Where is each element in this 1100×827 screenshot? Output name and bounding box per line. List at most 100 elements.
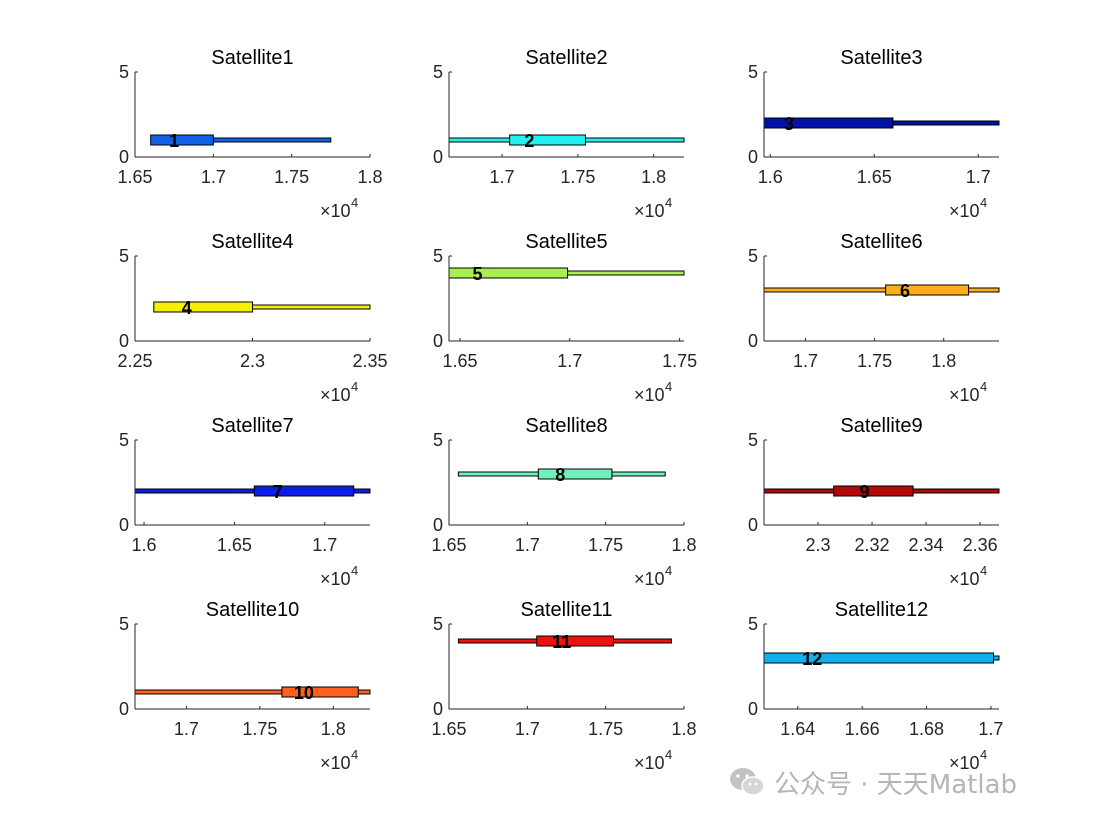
bar-label: 11 xyxy=(552,632,571,652)
y-tick-label: 5 xyxy=(748,62,758,82)
x-exponent-label: ×10 xyxy=(320,569,351,589)
x-tick-label: 1.65 xyxy=(442,351,477,371)
x-tick-label: 2.32 xyxy=(855,535,890,555)
thick-bar xyxy=(448,267,569,279)
thick-bar xyxy=(509,134,586,146)
subplot-title: Satellite9 xyxy=(840,415,922,437)
bar-label: 5 xyxy=(473,264,483,284)
y-tick-label: 0 xyxy=(748,331,758,351)
x-tick-label: 1.68 xyxy=(909,719,944,739)
x-tick-label: 1.75 xyxy=(857,351,892,371)
bar-label: 6 xyxy=(900,281,910,301)
x-tick-label: 1.75 xyxy=(588,719,623,739)
subplot-satellite-6: Satellite6 6 0 5 1.7 1.75 1.8 ×10 4 xyxy=(748,231,1000,405)
subplot-satellite-10: Satellite10 10 0 5 1.7 1.75 1.8 ×10 4 xyxy=(119,599,371,773)
subplot-satellite-12: Satellite12 12 0 5 1.64 1.66 1.68 1.7 ×10 4 xyxy=(748,599,1003,773)
watermark-text: 公众号 · 天天Matlab xyxy=(774,769,1018,800)
subplot-title: Satellite1 xyxy=(211,47,293,69)
subplot-satellite-7: Satellite7 7 0 5 1.6 1.65 1.7 ×10 4 xyxy=(119,415,371,589)
x-exponent-power: 4 xyxy=(665,563,672,578)
thick-bar xyxy=(253,485,355,497)
x-tick-label: 1.6 xyxy=(132,535,157,555)
x-exponent-power: 4 xyxy=(980,563,987,578)
thick-bar xyxy=(763,652,995,664)
y-tick-label: 0 xyxy=(748,515,758,535)
y-tick-label: 0 xyxy=(433,147,443,167)
subplot-satellite-1: Satellite1 1 0 5 1.65 1.7 1.75 1.8 ×10 4 xyxy=(117,47,382,221)
thin-bar xyxy=(212,137,332,143)
y-tick-label: 5 xyxy=(748,430,758,450)
x-tick-label: 1.8 xyxy=(357,167,382,187)
subplot-title: Satellite2 xyxy=(525,47,607,69)
x-exponent-label: ×10 xyxy=(320,753,351,773)
subplot-title: Satellite11 xyxy=(521,599,613,621)
y-tick-label: 5 xyxy=(119,62,129,82)
y-tick-label: 5 xyxy=(433,430,443,450)
y-tick-label: 0 xyxy=(748,699,758,719)
x-exponent-power: 4 xyxy=(351,563,358,578)
x-tick-label: 1.75 xyxy=(274,167,309,187)
thin-bar xyxy=(252,304,371,310)
subplot-title: Satellite7 xyxy=(211,415,293,437)
subplot-satellite-3: Satellite3 3 0 5 1.6 1.65 1.7 ×10 4 xyxy=(748,47,1000,221)
x-tick-label: 1.65 xyxy=(857,167,892,187)
thick-bar xyxy=(537,468,613,480)
x-tick-label: 2.3 xyxy=(806,535,831,555)
bar-label: 7 xyxy=(273,482,283,502)
x-exponent-power: 4 xyxy=(980,195,987,210)
subplot-title: Satellite10 xyxy=(206,599,299,621)
x-tick-label: 1.65 xyxy=(431,719,466,739)
y-tick-label: 5 xyxy=(119,246,129,266)
bar-label: 2 xyxy=(524,131,534,151)
bar-label: 4 xyxy=(182,298,192,318)
subplot-satellite-9: Satellite9 9 0 5 2.3 2.32 2.34 2.36 ×10 4 xyxy=(748,415,1000,589)
x-exponent-label: ×10 xyxy=(949,201,980,221)
y-tick-label: 5 xyxy=(748,246,758,266)
y-tick-label: 0 xyxy=(433,515,443,535)
x-tick-label: 1.8 xyxy=(671,719,696,739)
x-tick-label: 1.8 xyxy=(641,167,666,187)
thick-bar xyxy=(885,284,970,296)
wechat-icon xyxy=(730,768,765,796)
watermark: 公众号 · 天天Matlab xyxy=(728,762,1078,802)
x-tick-label: 1.8 xyxy=(321,719,346,739)
subplot-title: Satellite5 xyxy=(525,231,607,253)
x-tick-label: 1.7 xyxy=(490,167,515,187)
y-tick-label: 0 xyxy=(119,147,129,167)
x-exponent-power: 4 xyxy=(665,747,672,762)
x-exponent-power: 4 xyxy=(351,747,358,762)
x-tick-label: 2.35 xyxy=(352,351,387,371)
x-tick-label: 1.75 xyxy=(242,719,277,739)
x-tick-label: 1.75 xyxy=(588,535,623,555)
x-exponent-label: ×10 xyxy=(634,385,665,405)
thick-bar xyxy=(833,485,914,497)
x-tick-label: 1.8 xyxy=(671,535,696,555)
y-tick-label: 0 xyxy=(119,515,129,535)
bar-label: 10 xyxy=(294,683,314,703)
y-tick-label: 0 xyxy=(119,699,129,719)
x-tick-label: 1.6 xyxy=(758,167,783,187)
x-tick-label: 1.7 xyxy=(515,535,540,555)
x-tick-label: 1.7 xyxy=(793,351,818,371)
x-exponent-label: ×10 xyxy=(634,753,665,773)
subplot-title: Satellite6 xyxy=(840,231,922,253)
x-tick-label: 1.75 xyxy=(662,351,697,371)
thick-bar xyxy=(536,635,615,647)
x-exponent-power: 4 xyxy=(351,379,358,394)
y-tick-label: 5 xyxy=(748,614,758,634)
subplot-satellite-2: Satellite2 2 0 5 1.7 1.75 1.8 ×10 4 xyxy=(433,47,685,221)
x-tick-label: 2.3 xyxy=(240,351,265,371)
y-tick-label: 0 xyxy=(433,699,443,719)
x-exponent-power: 4 xyxy=(980,747,987,762)
x-exponent-label: ×10 xyxy=(320,201,351,221)
bar-label: 12 xyxy=(802,649,822,669)
x-exponent-label: ×10 xyxy=(634,201,665,221)
x-tick-label: 1.65 xyxy=(431,535,466,555)
x-tick-label: 1.65 xyxy=(217,535,252,555)
x-tick-label: 1.8 xyxy=(931,351,956,371)
subplot-satellite-11: Satellite11 11 0 5 1.65 1.7 1.75 1.8 ×10 4 xyxy=(431,599,696,773)
thick-bar xyxy=(153,301,253,313)
x-exponent-label: ×10 xyxy=(949,385,980,405)
